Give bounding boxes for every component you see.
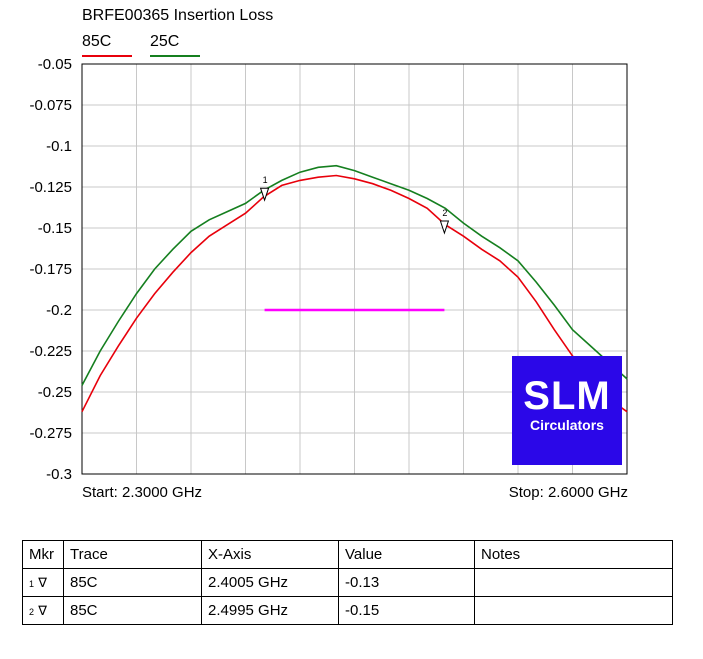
marker-1-label: 1: [263, 175, 268, 185]
y-tick-label: -0.275: [29, 425, 72, 442]
marker-cell: 1 ∇: [22, 568, 64, 597]
marker-table-header: Mkr Trace X-Axis Value Notes: [22, 540, 673, 569]
logo-subtext: Circulators: [530, 417, 604, 433]
table-row[interactable]: 1 ∇ 85C 2.4005 GHz -0.13: [22, 568, 673, 597]
legend-25c: 25C: [150, 33, 180, 50]
y-tick-label: -0.1: [46, 138, 72, 155]
col-value: Value: [338, 540, 475, 569]
marker-cell: 2 ∇: [22, 596, 64, 625]
slm-logo: SLM Circulators: [512, 356, 622, 465]
y-tick-label: -0.25: [38, 384, 72, 401]
value-cell: -0.15: [338, 596, 475, 625]
stop-frequency: Stop: 2.6000 GHz: [508, 484, 628, 501]
marker-icon: ∇: [38, 603, 47, 618]
series-line-25c: [81, 164, 628, 386]
col-trace: Trace: [63, 540, 202, 569]
y-tick-label: -0.075: [29, 97, 72, 114]
chart-title: BRFE00365 Insertion Loss: [82, 7, 274, 24]
legend-85c-line: [82, 55, 132, 57]
marker-icon: ∇: [38, 575, 47, 590]
marker-2-label: 2: [442, 208, 447, 218]
marker-number: 2: [29, 607, 35, 617]
trace-cell: 85C: [63, 596, 202, 625]
marker-table: Mkr Trace X-Axis Value Notes 1 ∇ 85C 2.4…: [22, 540, 673, 625]
marker-1-icon: [259, 187, 270, 202]
plot-frame: [81, 63, 628, 475]
start-frequency: Start: 2.3000 GHz: [82, 484, 203, 501]
y-tick-label: -0.05: [38, 56, 72, 73]
value-cell: -0.13: [338, 568, 475, 597]
legend-25c-line: [150, 55, 200, 57]
notes-cell[interactable]: [474, 596, 673, 625]
legend-85c: 85C: [82, 33, 112, 50]
y-tick-label: -0.15: [38, 220, 72, 237]
col-notes: Notes: [474, 540, 673, 569]
y-tick-label: -0.3: [46, 466, 72, 483]
trace-cell: 85C: [63, 568, 202, 597]
x-axis-cell: 2.4005 GHz: [201, 568, 339, 597]
col-x-axis: X-Axis: [201, 540, 339, 569]
marker-number: 1: [29, 579, 35, 589]
x-axis-cell: 2.4995 GHz: [201, 596, 339, 625]
marker-2-icon: [439, 220, 450, 235]
logo-text: SLM: [523, 374, 611, 418]
y-tick-label: -0.225: [29, 343, 72, 360]
col-mkr: Mkr: [22, 540, 64, 569]
table-row[interactable]: 2 ∇ 85C 2.4995 GHz -0.15: [22, 596, 673, 625]
y-tick-label: -0.125: [29, 179, 72, 196]
series-line-85c: [81, 174, 628, 413]
notes-cell[interactable]: [474, 568, 673, 597]
y-tick-label: -0.175: [29, 261, 72, 278]
y-tick-label: -0.2: [46, 302, 72, 319]
